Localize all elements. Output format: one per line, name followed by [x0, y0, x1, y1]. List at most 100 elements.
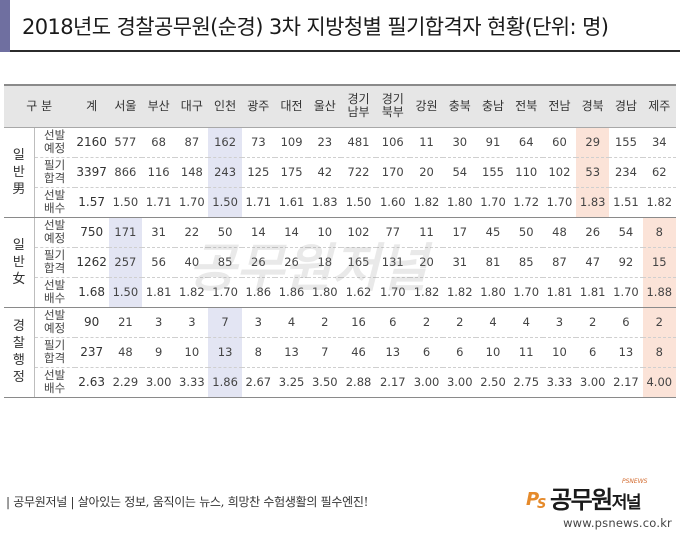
data-cell: 109: [274, 127, 309, 158]
data-cell: 2.29: [108, 367, 142, 398]
table-header: 구 분 계 서울 부산 대구 인천 광주 대전 울산 경기 남부 경기 북부 강원 충북 충남 전북 전남 경…: [4, 84, 676, 128]
data-cell: 6: [609, 307, 643, 338]
header-region: 경기 남부: [341, 84, 376, 128]
data-cell: 20: [409, 157, 444, 188]
row-label: 필기 합격: [34, 337, 75, 368]
data-cell: 1.82: [642, 187, 676, 218]
header-region: 경기 북부: [375, 84, 410, 128]
data-cell: 1.81: [542, 277, 577, 308]
data-cell: 60: [542, 127, 577, 158]
table-row: 경 찰 행 정 선발 예정 90 21 3 3 7 3 4 2 16 6 2 2 4 4 3 2 6 2: [4, 307, 676, 398]
data-cell: 106: [375, 127, 410, 158]
data-cell: 15: [642, 247, 676, 278]
data-cell: 155: [476, 157, 510, 188]
data-cell: 6: [443, 337, 477, 368]
data-cell: 9: [142, 337, 176, 368]
title-accent-bar: [0, 0, 10, 52]
data-cell: 1.80: [476, 277, 510, 308]
total-cell: 237: [74, 337, 109, 368]
total-cell: 2.63: [74, 367, 109, 398]
header-region: 인천: [208, 84, 242, 128]
data-cell: 1.50: [108, 187, 142, 218]
data-cell: 2: [443, 307, 477, 338]
data-cell: 1.51: [609, 187, 643, 218]
data-cell: 3.50: [308, 367, 342, 398]
data-cell: 31: [443, 247, 477, 278]
data-cell: 34: [642, 127, 676, 158]
data-cell: 2: [409, 307, 444, 338]
data-cell: 1.70: [375, 277, 410, 308]
data-cell: 3: [542, 307, 577, 338]
data-cell: 1.50: [108, 277, 142, 308]
data-cell: 62: [642, 157, 676, 188]
data-cell: 2: [642, 307, 676, 338]
data-cell: 11: [509, 337, 543, 368]
data-cell: 1.62: [341, 277, 376, 308]
data-cell: 257: [108, 247, 142, 278]
data-cell: 77: [375, 217, 410, 248]
logo-top-text: PSNEWS: [622, 478, 648, 485]
data-cell: 1.50: [341, 187, 376, 218]
data-cell: 87: [175, 127, 209, 158]
group-label: 경 찰 행 정: [4, 307, 35, 398]
data-cell: 1.70: [175, 187, 209, 218]
table-row: 필기 합격 3397 866 116 148 243 125 175 42 722 170 20 54 1…: [4, 157, 676, 188]
data-cell: 1.60: [375, 187, 410, 218]
data-cell: 73: [241, 127, 275, 158]
header-region: 충북: [443, 84, 477, 128]
data-cell: 68: [142, 127, 176, 158]
data-cell: 1.70: [476, 187, 510, 218]
title-bar: 2018년도 경찰공무원(순경) 3차 지방청별 필기합격자 현황(단위: 명): [0, 0, 680, 52]
psnews-logo[interactable]: P S 공무원저널 PSNEWS: [524, 478, 674, 516]
header-region: 강원: [409, 84, 444, 128]
group-label: 일 반 男: [4, 127, 35, 218]
data-cell: 3: [142, 307, 176, 338]
data-cell: 2.17: [375, 367, 410, 398]
header-region: 경남: [609, 84, 643, 128]
header-region: 제주: [642, 84, 676, 128]
row-label: 필기 합격: [34, 247, 75, 278]
data-cell: 4: [509, 307, 543, 338]
total-cell: 3397: [74, 157, 109, 188]
data-cell: 1.81: [142, 277, 176, 308]
data-cell: 31: [142, 217, 176, 248]
header-region: 대구: [175, 84, 209, 128]
header-row: 구 분 계 서울 부산 대구 인천 광주 대전 울산 경기 남부 경기 북부 강원 충북 충남 전북 전남 경…: [4, 84, 676, 128]
header-region: 대전: [274, 84, 309, 128]
data-cell: 13: [208, 337, 242, 368]
table-row: 선발 배수 2.63 2.29 3.00 3.33 1.86 2.67 3.25 3.50 2.8…: [4, 367, 676, 398]
data-cell: 3.33: [542, 367, 577, 398]
data-cell: 1.81: [576, 277, 610, 308]
data-cell: 1.80: [443, 187, 477, 218]
data-cell: 18: [308, 247, 342, 278]
row-label: 선발 배수: [34, 367, 75, 398]
group-label: 일 반 女: [4, 217, 35, 308]
results-table-container: 구 분 계 서울 부산 대구 인천 광주 대전 울산 경기 남부 경기 북부 강원 충북 충남 전북 전남 경…: [4, 84, 676, 398]
data-cell: 56: [142, 247, 176, 278]
data-cell: 131: [375, 247, 410, 278]
data-cell: 91: [476, 127, 510, 158]
data-cell: 2.50: [476, 367, 510, 398]
data-cell: 1.70: [208, 277, 242, 308]
data-cell: 102: [542, 157, 577, 188]
row-label: 선발 배수: [34, 277, 75, 308]
data-cell: 85: [509, 247, 543, 278]
data-cell: 3: [175, 307, 209, 338]
table-body: 일 반 男 선발 예정 2160 577 68 87 162 73 109 23 481 106 11 3…: [4, 127, 676, 398]
data-cell: 3.33: [175, 367, 209, 398]
data-cell: 40: [175, 247, 209, 278]
row-label: 필기 합격: [34, 157, 75, 188]
data-cell: 10: [542, 337, 577, 368]
data-cell: 29: [576, 127, 610, 158]
data-cell: 10: [175, 337, 209, 368]
data-cell: 8: [642, 217, 676, 248]
data-cell: 102: [341, 217, 376, 248]
row-label: 선발 예정: [34, 127, 75, 158]
data-cell: 13: [375, 337, 410, 368]
logo-brand: 공무원저널: [550, 486, 642, 514]
site-url-link[interactable]: www.psnews.co.kr: [563, 516, 672, 530]
data-cell: 1.88: [642, 277, 676, 308]
data-cell: 110: [509, 157, 543, 188]
header-category: 구 분: [4, 84, 75, 128]
data-cell: 2: [308, 307, 342, 338]
